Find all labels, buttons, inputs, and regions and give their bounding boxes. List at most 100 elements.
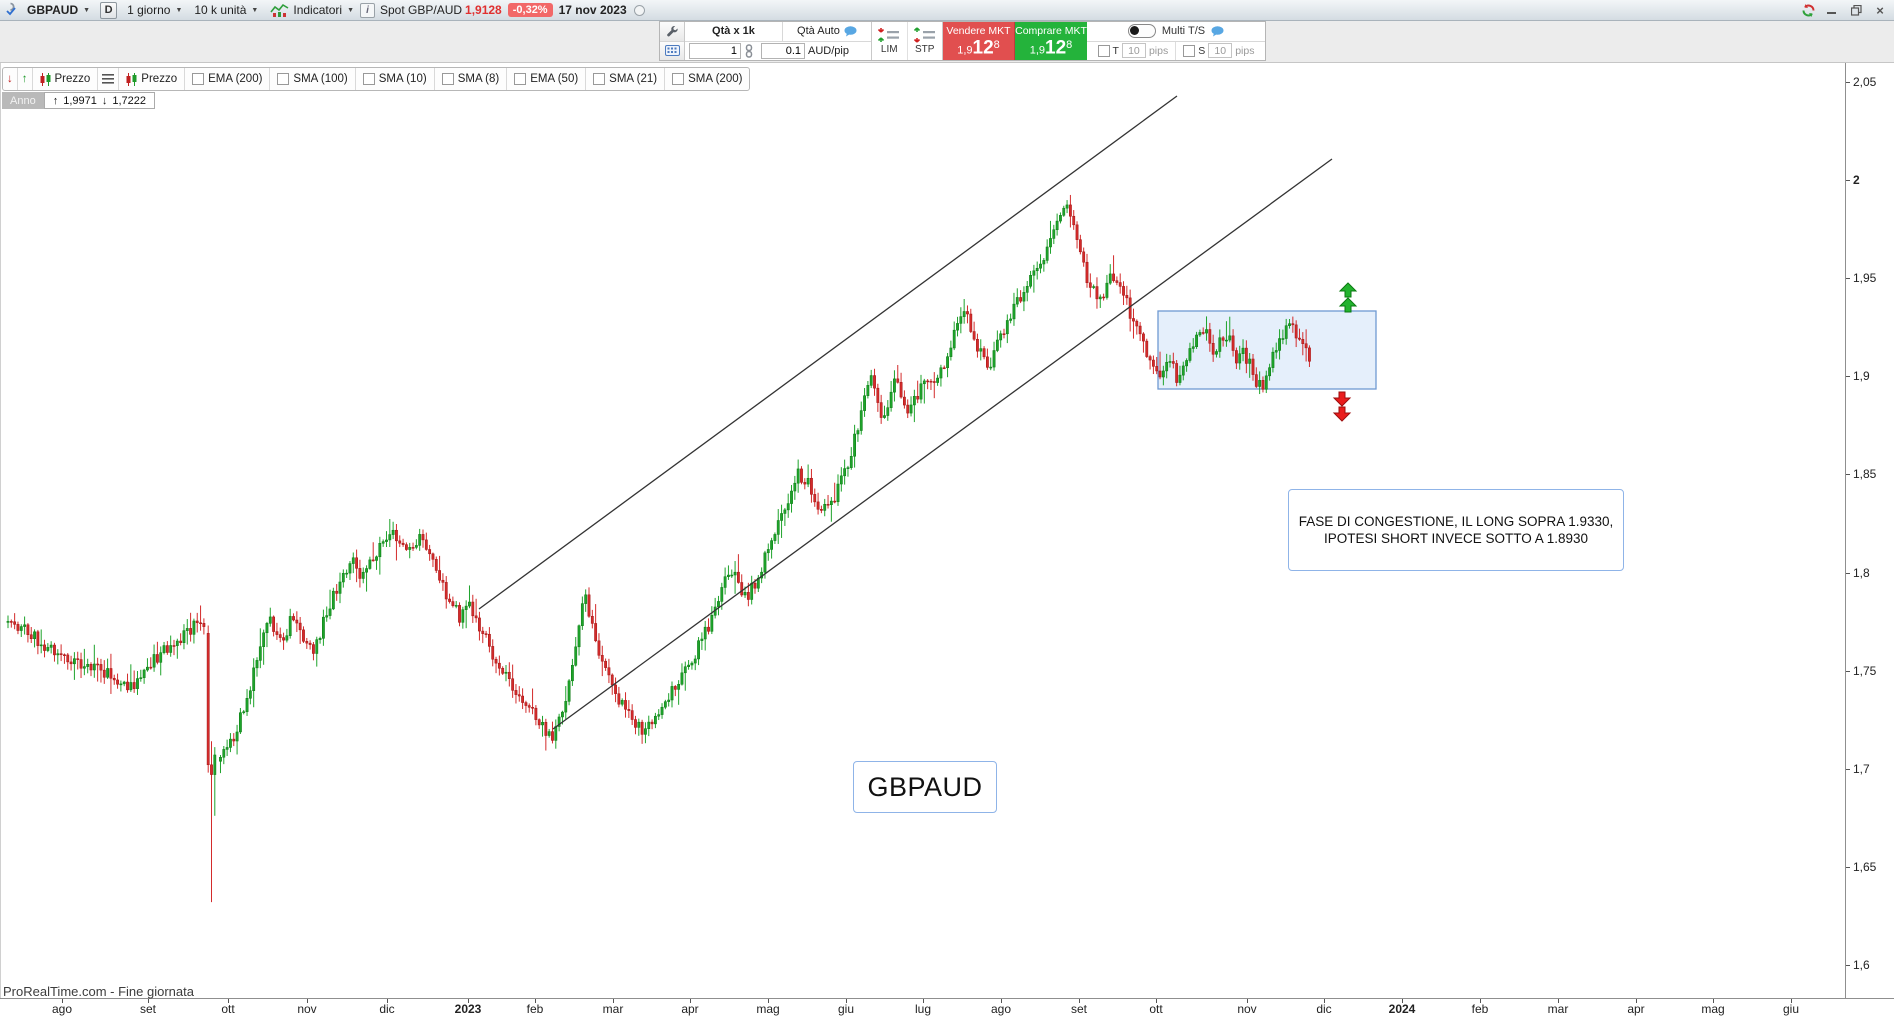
checkbox[interactable] xyxy=(192,73,205,85)
time-axis-label: ott xyxy=(1149,1002,1163,1016)
axis-tick xyxy=(1324,999,1325,1003)
minimize-button[interactable] xyxy=(1824,3,1840,17)
axis-tick xyxy=(1846,278,1850,280)
sync-arrows-icon xyxy=(1802,3,1814,17)
instrument-selector[interactable]: GBPAUD ▼ xyxy=(21,0,96,20)
trend-channel-line[interactable] xyxy=(552,158,1333,730)
scroll-up-button[interactable]: ↑ xyxy=(18,68,33,90)
price-axis-label: 2 xyxy=(1853,173,1860,188)
price-axis-label: 1,65 xyxy=(1853,859,1877,874)
indicator-checkbox-item[interactable]: EMA (50) xyxy=(507,68,587,90)
timeframe-selector[interactable]: 1 giorno ▼ xyxy=(127,3,183,17)
sell-market-button[interactable]: Vendere MKT 1,9128 xyxy=(943,22,1015,60)
close-button[interactable]: × xyxy=(1876,2,1884,18)
axis-tick xyxy=(1713,999,1714,1003)
indicator-label: SMA (21) xyxy=(609,73,658,85)
time-axis[interactable]: ago set ott nov dic 2023 feb mar apr mag giu lug ago… xyxy=(0,998,1894,1018)
limit-order-button[interactable]: LIM xyxy=(872,22,908,60)
pip-value-input[interactable] xyxy=(761,42,805,59)
multi-ts-toggle[interactable] xyxy=(1127,24,1156,39)
time-axis-label: mar xyxy=(1547,1002,1569,1016)
candles-icon xyxy=(40,72,50,86)
congestion-annotation[interactable]: FASE DI CONGESTIONE, IL LONG SOPRA 1.933… xyxy=(1288,489,1624,571)
restore-icon xyxy=(1850,4,1862,16)
price-style-button[interactable]: Prezzo xyxy=(33,68,99,90)
breakdown-down-arrows[interactable] xyxy=(1332,391,1352,422)
watermark: ProRealTime.com - Fine giornata xyxy=(3,984,194,999)
checkbox[interactable] xyxy=(441,73,454,85)
scroll-down-button[interactable]: ↓ xyxy=(3,68,18,90)
take-profit-checkbox[interactable] xyxy=(1097,44,1110,57)
axis-tick xyxy=(1846,670,1850,672)
multi-ts-section: Multi T/S T pips S pips xyxy=(1087,22,1265,60)
indicator-checkbox-item[interactable]: SMA (21) xyxy=(586,68,666,90)
price-legend[interactable]: Prezzo xyxy=(119,68,186,90)
take-profit-label: T xyxy=(1112,44,1119,57)
stop-order-icon xyxy=(913,27,935,43)
indicator-label: EMA (50) xyxy=(530,73,579,85)
restore-button[interactable] xyxy=(1848,3,1864,17)
time-axis-label: ago xyxy=(51,1002,73,1016)
order-settings-button[interactable] xyxy=(660,22,684,42)
indicator-checkbox-item[interactable]: SMA (200) xyxy=(665,68,749,90)
buy-market-button[interactable]: Comprare MKT 1,9128 xyxy=(1015,22,1087,60)
trend-channel-line[interactable] xyxy=(478,95,1178,610)
up-arrow-icon: ↑ xyxy=(52,94,59,107)
quantity-input[interactable] xyxy=(689,42,741,59)
help-bubble-icon xyxy=(1211,25,1224,37)
symbol-annotation[interactable]: GBPAUD xyxy=(853,761,997,813)
year-range-row: Anno ↑ 1,9971 ↓ 1,7222 xyxy=(2,92,156,109)
take-profit-pips-input[interactable] xyxy=(1121,43,1146,59)
time-axis-label: nov xyxy=(297,1002,317,1016)
checkbox[interactable] xyxy=(672,73,685,85)
axis-tick xyxy=(690,999,691,1003)
indicator-checkbox-item[interactable]: SMA (8) xyxy=(435,68,508,90)
time-axis-label: 2024 xyxy=(1388,1002,1416,1016)
units-selector[interactable]: 10 k unità ▼ xyxy=(194,3,259,17)
checkbox[interactable] xyxy=(362,73,375,85)
stop-loss-pips-input[interactable] xyxy=(1208,43,1233,59)
time-axis-label: nov xyxy=(1237,1002,1257,1016)
axis-tick xyxy=(1846,866,1850,868)
daily-period-button[interactable]: D xyxy=(100,1,118,19)
indicator-checkbox-item[interactable]: SMA (100) xyxy=(270,68,356,90)
axis-tick xyxy=(148,999,149,1003)
checkbox[interactable] xyxy=(593,73,606,85)
status-indicator[interactable] xyxy=(633,4,645,16)
list-settings-button[interactable] xyxy=(98,68,120,90)
indicator-checkbox-item[interactable]: EMA (200) xyxy=(185,68,271,90)
time-axis-label: giu xyxy=(837,1002,855,1016)
quantity-section: Qtà x 1k Qtà Auto AUD/pip xyxy=(685,22,872,60)
quantity-auto-toggle[interactable]: Qtà Auto xyxy=(783,22,871,41)
wrench-icon xyxy=(666,25,678,37)
checkbox[interactable] xyxy=(277,73,290,85)
indicators-menu[interactable]: Indicatori ▼ xyxy=(264,0,360,20)
indicator-label: SMA (10) xyxy=(378,73,427,85)
checkbox[interactable] xyxy=(514,73,527,85)
price-axis[interactable]: 2,05 2 1,95 1,9 1,85 1,8 1,75 1,7 1,65 1,6 xyxy=(1845,62,1894,998)
axis-tick xyxy=(613,999,614,1003)
year-high: 1,9971 xyxy=(63,94,97,107)
stop-order-button[interactable]: STP xyxy=(907,22,942,60)
axis-tick xyxy=(1558,999,1559,1003)
quantity-header: Qtà x 1k xyxy=(685,22,783,41)
time-axis-label: dic xyxy=(379,1002,395,1016)
info-icon[interactable]: i xyxy=(360,2,375,18)
multi-ts-label: Multi T/S xyxy=(1161,25,1206,38)
indicator-checkbox-item[interactable]: SMA (10) xyxy=(356,68,435,90)
time-axis-label: mag xyxy=(1701,1002,1725,1016)
breakout-up-arrows[interactable] xyxy=(1338,282,1358,313)
candles-icon xyxy=(126,72,137,86)
stop-loss-checkbox[interactable] xyxy=(1183,44,1196,57)
time-axis-label: apr xyxy=(681,1002,699,1016)
stop-loss-label: S xyxy=(1198,44,1206,57)
candles-layer xyxy=(6,194,1311,903)
chevron-down-icon: ▼ xyxy=(83,6,91,14)
refresh-icon[interactable] xyxy=(1800,3,1816,17)
help-bubble-icon xyxy=(844,25,857,37)
price-axis-label: 1,75 xyxy=(1853,663,1877,678)
indicator-label: EMA (200) xyxy=(208,73,263,85)
keypad-button[interactable] xyxy=(660,41,684,60)
workspace-link-icon[interactable] xyxy=(0,0,21,20)
